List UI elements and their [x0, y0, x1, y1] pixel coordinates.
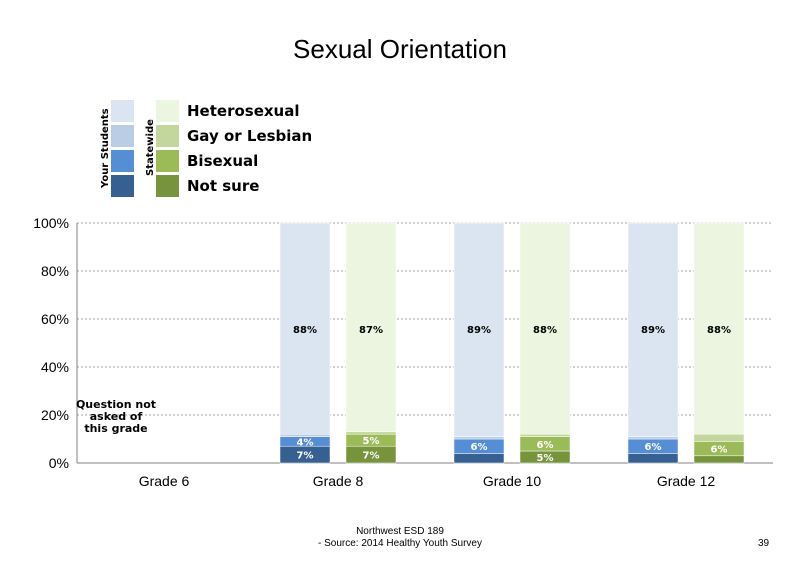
legend-swatch-your-heterosexual — [111, 100, 134, 122]
page-number: 39 — [758, 538, 770, 549]
bar-segment — [279, 222, 331, 435]
data-label: 6% — [645, 442, 662, 453]
bar-segment — [345, 222, 397, 433]
page-title: Sexual Orientation — [293, 34, 507, 64]
data-label: 89% — [641, 325, 665, 336]
bar-segment — [453, 222, 505, 437]
data-label: 5% — [363, 436, 380, 447]
footer-org: Northwest ESD 189 — [356, 526, 444, 537]
legend-label-not-sure: Not sure — [187, 177, 260, 195]
y-tick-label: 0% — [49, 455, 69, 471]
data-label: 87% — [359, 325, 383, 336]
annotation-note: this grade — [84, 422, 147, 435]
x-tick-label: Grade 10 — [483, 473, 542, 489]
bar-segment — [693, 455, 745, 464]
legend-swatch-state-heterosexual — [156, 100, 179, 122]
data-label: 88% — [293, 325, 317, 336]
data-label: 4% — [297, 437, 314, 448]
data-label: 6% — [471, 442, 488, 453]
legend-swatch-your-gay-lesbian — [111, 125, 134, 147]
bar-segment — [627, 453, 679, 464]
legend-label-heterosexual: Heterosexual — [187, 102, 300, 120]
y-tick-label: 100% — [33, 215, 69, 231]
bar-segment — [453, 436, 505, 440]
legend-label-bisexual: Bisexual — [187, 152, 259, 170]
bar-segment — [693, 222, 745, 435]
data-label: 7% — [297, 451, 314, 462]
footer: Northwest ESD 189 - Source: 2014 Healthy… — [250, 526, 550, 550]
legend-label-gay-lesbian: Gay or Lesbian — [187, 127, 313, 145]
legend: Your Students Statewide Heterosexual Gay… — [95, 98, 355, 198]
data-label: 5% — [537, 453, 554, 464]
bar-segment — [627, 222, 679, 437]
y-tick-label: 40% — [41, 359, 69, 375]
y-tick-label: 20% — [41, 407, 69, 423]
footer-source: - Source: 2014 Healthy Youth Survey — [318, 538, 482, 549]
data-label: 6% — [711, 445, 728, 456]
data-label: 88% — [533, 325, 557, 336]
data-label: 88% — [707, 325, 731, 336]
data-label: 89% — [467, 325, 491, 336]
bar-segment — [519, 433, 571, 437]
bar-segment — [693, 433, 745, 442]
annotation-note: asked of — [90, 410, 143, 423]
legend-swatch-state-bisexual — [156, 150, 179, 172]
x-tick-label: Grade 12 — [657, 473, 716, 489]
legend-swatch-state-gay-lesbian — [156, 125, 179, 147]
data-label: 6% — [537, 440, 554, 451]
bar-segment — [519, 222, 571, 435]
legend-swatch-your-bisexual — [111, 150, 134, 172]
annotation-note: Question not — [76, 398, 156, 411]
bar-segment — [345, 431, 397, 435]
x-tick-label: Grade 8 — [313, 473, 364, 489]
legend-swatch-your-not-sure — [111, 175, 134, 197]
data-label: 7% — [363, 451, 380, 462]
stacked-bar-chart: 0% 20% 40% 60% 80% 100% Grade 6 Grade 8 7% 4% 88% 7… — [33, 215, 773, 489]
legend-swatch-state-not-sure — [156, 175, 179, 197]
bar-segment — [627, 436, 679, 440]
bar-segment — [453, 453, 505, 464]
y-tick-label: 80% — [41, 263, 69, 279]
bar-segment — [279, 433, 331, 437]
x-tick-label: Grade 6 — [139, 473, 190, 489]
y-tick-label: 60% — [41, 311, 69, 327]
